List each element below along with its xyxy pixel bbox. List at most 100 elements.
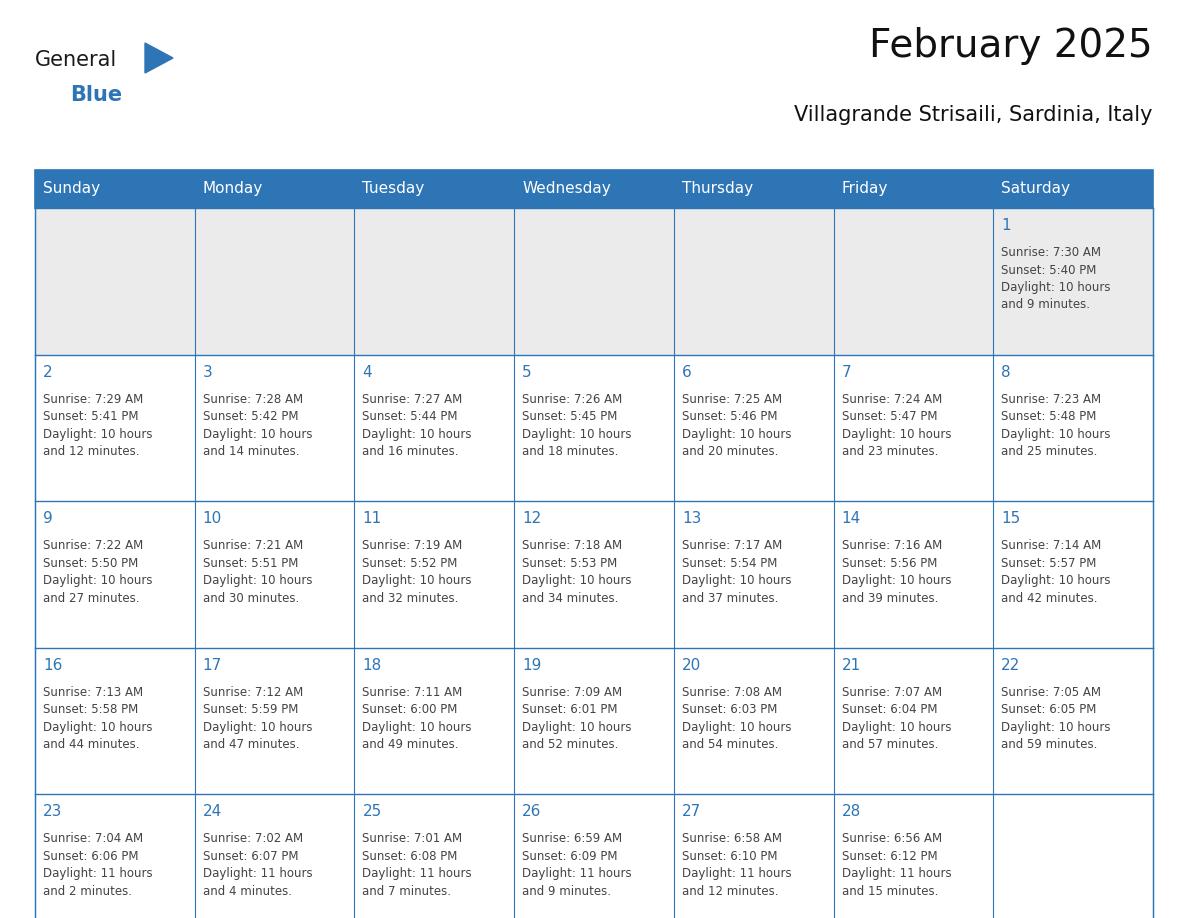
- Text: Tuesday: Tuesday: [362, 182, 424, 196]
- Text: Sunset: 6:06 PM: Sunset: 6:06 PM: [43, 850, 139, 863]
- Bar: [993, 170, 1154, 208]
- Text: and 9 minutes.: and 9 minutes.: [1001, 298, 1091, 311]
- Text: Sunset: 5:40 PM: Sunset: 5:40 PM: [1001, 263, 1097, 276]
- Text: and 15 minutes.: and 15 minutes.: [841, 885, 939, 898]
- Text: 17: 17: [203, 658, 222, 673]
- Text: and 12 minutes.: and 12 minutes.: [682, 885, 778, 898]
- Text: Sunrise: 7:23 AM: Sunrise: 7:23 AM: [1001, 393, 1101, 406]
- Text: and 7 minutes.: and 7 minutes.: [362, 885, 451, 898]
- Text: Sunset: 6:09 PM: Sunset: 6:09 PM: [523, 850, 618, 863]
- Text: Friday: Friday: [841, 182, 887, 196]
- Text: Daylight: 10 hours: Daylight: 10 hours: [203, 428, 312, 441]
- Bar: [674, 208, 834, 354]
- Bar: [834, 648, 993, 794]
- Text: and 16 minutes.: and 16 minutes.: [362, 445, 459, 458]
- Text: Sunset: 5:54 PM: Sunset: 5:54 PM: [682, 556, 777, 570]
- Text: Blue: Blue: [70, 85, 122, 105]
- Bar: [34, 354, 195, 501]
- Bar: [354, 354, 514, 501]
- Text: and 18 minutes.: and 18 minutes.: [523, 445, 619, 458]
- Text: 16: 16: [43, 658, 62, 673]
- Text: Sunset: 5:48 PM: Sunset: 5:48 PM: [1001, 410, 1097, 423]
- Text: Sunrise: 7:21 AM: Sunrise: 7:21 AM: [203, 539, 303, 553]
- Bar: [34, 170, 1154, 208]
- Text: 2: 2: [43, 364, 52, 380]
- Bar: [674, 170, 834, 208]
- Text: 1: 1: [1001, 218, 1011, 233]
- Bar: [993, 648, 1154, 794]
- Text: and 25 minutes.: and 25 minutes.: [1001, 445, 1098, 458]
- Text: and 42 minutes.: and 42 minutes.: [1001, 592, 1098, 605]
- Text: Sunset: 6:12 PM: Sunset: 6:12 PM: [841, 850, 937, 863]
- Text: Sunrise: 7:14 AM: Sunrise: 7:14 AM: [1001, 539, 1101, 553]
- Text: Sunset: 6:10 PM: Sunset: 6:10 PM: [682, 850, 777, 863]
- Bar: [34, 208, 195, 354]
- Text: Daylight: 10 hours: Daylight: 10 hours: [841, 428, 952, 441]
- Text: and 27 minutes.: and 27 minutes.: [43, 592, 139, 605]
- Bar: [514, 648, 674, 794]
- Bar: [674, 648, 834, 794]
- Bar: [354, 501, 514, 648]
- Text: Sunrise: 7:08 AM: Sunrise: 7:08 AM: [682, 686, 782, 699]
- Text: Sunrise: 7:25 AM: Sunrise: 7:25 AM: [682, 393, 782, 406]
- Text: Sunset: 6:05 PM: Sunset: 6:05 PM: [1001, 703, 1097, 716]
- Text: Daylight: 11 hours: Daylight: 11 hours: [682, 868, 791, 880]
- Text: Daylight: 10 hours: Daylight: 10 hours: [43, 574, 152, 588]
- Text: Daylight: 11 hours: Daylight: 11 hours: [523, 868, 632, 880]
- Text: Saturday: Saturday: [1001, 182, 1070, 196]
- Text: and 30 minutes.: and 30 minutes.: [203, 592, 299, 605]
- Text: Daylight: 11 hours: Daylight: 11 hours: [203, 868, 312, 880]
- Text: 21: 21: [841, 658, 861, 673]
- Bar: [34, 501, 195, 648]
- Text: Sunrise: 7:01 AM: Sunrise: 7:01 AM: [362, 833, 462, 845]
- Text: and 47 minutes.: and 47 minutes.: [203, 738, 299, 751]
- Text: Sunset: 5:53 PM: Sunset: 5:53 PM: [523, 556, 618, 570]
- Text: 19: 19: [523, 658, 542, 673]
- Text: Sunrise: 6:58 AM: Sunrise: 6:58 AM: [682, 833, 782, 845]
- Text: Sunset: 5:52 PM: Sunset: 5:52 PM: [362, 556, 457, 570]
- Text: Daylight: 10 hours: Daylight: 10 hours: [362, 428, 472, 441]
- Text: Sunrise: 7:07 AM: Sunrise: 7:07 AM: [841, 686, 942, 699]
- Text: 13: 13: [682, 511, 701, 526]
- Text: Sunrise: 6:59 AM: Sunrise: 6:59 AM: [523, 833, 623, 845]
- Text: Sunset: 5:56 PM: Sunset: 5:56 PM: [841, 556, 937, 570]
- Polygon shape: [145, 43, 173, 73]
- Bar: [993, 354, 1154, 501]
- Bar: [195, 354, 354, 501]
- Text: 15: 15: [1001, 511, 1020, 526]
- Text: Daylight: 10 hours: Daylight: 10 hours: [1001, 428, 1111, 441]
- Text: 12: 12: [523, 511, 542, 526]
- Bar: [195, 648, 354, 794]
- Text: and 34 minutes.: and 34 minutes.: [523, 592, 619, 605]
- Text: Wednesday: Wednesday: [523, 182, 611, 196]
- Text: Sunset: 6:07 PM: Sunset: 6:07 PM: [203, 850, 298, 863]
- Text: and 9 minutes.: and 9 minutes.: [523, 885, 611, 898]
- Bar: [354, 208, 514, 354]
- Text: General: General: [34, 50, 118, 70]
- Text: Thursday: Thursday: [682, 182, 753, 196]
- Bar: [354, 648, 514, 794]
- Bar: [993, 208, 1154, 354]
- Text: Villagrande Strisaili, Sardinia, Italy: Villagrande Strisaili, Sardinia, Italy: [795, 105, 1154, 125]
- Text: 25: 25: [362, 804, 381, 820]
- Text: and 32 minutes.: and 32 minutes.: [362, 592, 459, 605]
- Text: February 2025: February 2025: [870, 27, 1154, 65]
- Bar: [834, 170, 993, 208]
- Text: 18: 18: [362, 658, 381, 673]
- Text: and 12 minutes.: and 12 minutes.: [43, 445, 139, 458]
- Text: Daylight: 10 hours: Daylight: 10 hours: [523, 721, 632, 733]
- Bar: [674, 794, 834, 918]
- Text: 14: 14: [841, 511, 861, 526]
- Text: Daylight: 10 hours: Daylight: 10 hours: [523, 428, 632, 441]
- Text: Daylight: 11 hours: Daylight: 11 hours: [362, 868, 472, 880]
- Text: 9: 9: [43, 511, 52, 526]
- Text: and 20 minutes.: and 20 minutes.: [682, 445, 778, 458]
- Text: Daylight: 10 hours: Daylight: 10 hours: [841, 721, 952, 733]
- Text: Sunset: 5:50 PM: Sunset: 5:50 PM: [43, 556, 138, 570]
- Text: Sunset: 5:57 PM: Sunset: 5:57 PM: [1001, 556, 1097, 570]
- Bar: [993, 501, 1154, 648]
- Text: 20: 20: [682, 658, 701, 673]
- Text: and 49 minutes.: and 49 minutes.: [362, 738, 459, 751]
- Text: 24: 24: [203, 804, 222, 820]
- Text: Sunrise: 7:27 AM: Sunrise: 7:27 AM: [362, 393, 462, 406]
